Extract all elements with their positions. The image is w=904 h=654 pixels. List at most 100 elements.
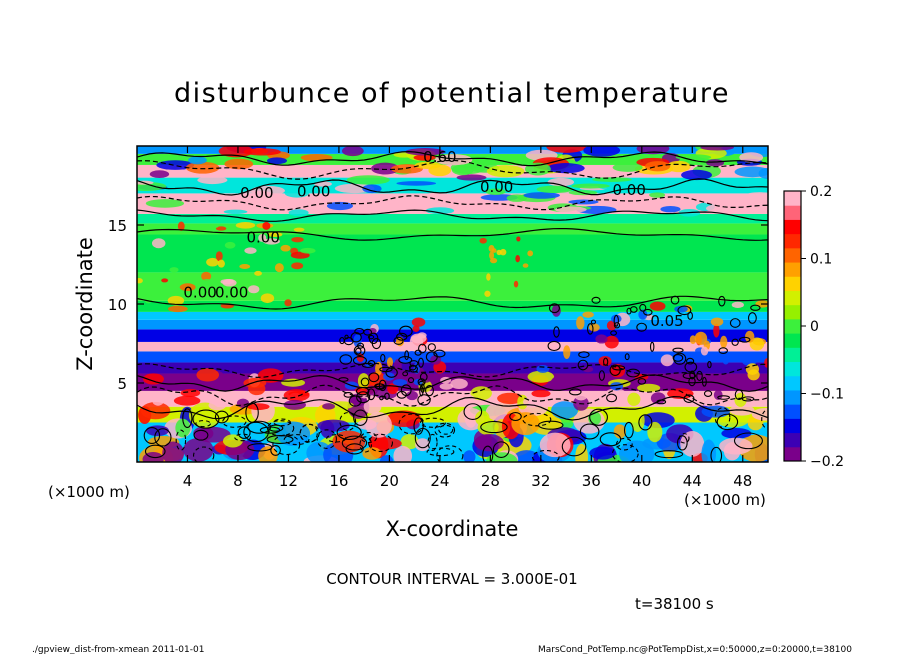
x-tick-label: 28 [481, 472, 500, 490]
heatmap-blob [200, 279, 214, 287]
heatmap-blob [496, 249, 502, 256]
heatmap-band [137, 146, 768, 154]
heatmap-blob [576, 316, 585, 330]
heatmap-blob [353, 334, 362, 348]
heatmap-blob [546, 146, 587, 153]
heatmap-blob [627, 392, 641, 406]
heatmap-blob [536, 365, 550, 373]
contour-loop [154, 428, 172, 447]
contour-loop [355, 387, 370, 396]
heatmap-blob [675, 154, 712, 161]
contour-loop [623, 421, 634, 439]
contour-loop [463, 403, 483, 420]
contour-label: 0.00 [183, 284, 216, 302]
contour-loop [637, 378, 647, 385]
colorbar-swatch [784, 333, 801, 348]
heatmap-blob [486, 273, 491, 281]
contour-loop [438, 424, 454, 435]
contour-loop [193, 429, 209, 441]
heatmap-blob [489, 257, 498, 264]
contour-loop [419, 417, 446, 428]
heatmap-blob [239, 264, 251, 269]
heatmap-blob [470, 386, 492, 401]
contour-loop [683, 394, 695, 403]
heatmap-blob [250, 185, 285, 196]
heatmap-blob [434, 154, 473, 166]
contour-loop [407, 377, 415, 384]
heatmap-blob [177, 221, 185, 231]
x-tick-label: 16 [329, 472, 348, 490]
heatmap-blob [220, 375, 245, 389]
contour-line [137, 228, 768, 241]
x-tick-label: 12 [279, 472, 298, 490]
heatmap-blob [363, 399, 382, 414]
contour-loop [360, 377, 370, 387]
colorbar-swatch [784, 205, 801, 220]
contour-loop [396, 390, 407, 399]
heatmap-blob [598, 355, 612, 367]
heatmap-blob [180, 388, 201, 398]
heatmap-blob [140, 402, 171, 420]
heatmap-blob [522, 263, 529, 268]
contour-loop [509, 412, 522, 422]
heatmap-blob [523, 192, 560, 199]
heatmap-blob [650, 392, 666, 405]
colorbar-swatch [784, 361, 801, 377]
contour-line [137, 195, 768, 211]
heatmap-blob [145, 199, 185, 208]
heatmap-blob [284, 188, 310, 198]
contour-loop [480, 420, 508, 434]
contour-loop [578, 351, 590, 358]
colorbar-swatch [784, 404, 801, 419]
contour-label: 0.00 [480, 178, 513, 196]
heatmap-blob [515, 254, 521, 263]
colorbar-swatch [784, 347, 801, 363]
heatmap-blobs [137, 146, 768, 462]
contour-loop [361, 362, 374, 368]
contour-loop [639, 303, 647, 312]
colorbar-swatch [784, 290, 801, 306]
heatmap-blob [243, 148, 281, 156]
heatmap-blob [700, 346, 709, 356]
contour-loop [425, 384, 434, 397]
heatmap-blob [456, 174, 487, 181]
heatmap-band [137, 351, 768, 363]
contour-loop [399, 325, 413, 337]
contour-loop [761, 409, 768, 429]
contour-loop [195, 420, 211, 428]
heatmap-blob [630, 408, 645, 433]
heatmap-blob [689, 335, 697, 345]
contour-loop [577, 359, 589, 371]
heatmap-blob [283, 389, 310, 402]
contour-label: 0.00 [612, 181, 645, 199]
heatmap-blob [193, 426, 214, 441]
heatmap-blob [188, 156, 207, 165]
contour-loop [214, 410, 229, 424]
heatmap-blob [638, 309, 648, 320]
heatmap-blob [196, 368, 220, 382]
heatmap-blob [266, 157, 288, 165]
heatmap-blob [258, 446, 278, 462]
contour-loop [344, 334, 349, 340]
heatmap-blob [320, 420, 335, 439]
contour-loop [610, 330, 617, 336]
heatmap-blob [497, 392, 524, 405]
contour-label-group: 0.600.00 0.00 0.00 0.000.000.000.000.05 [183, 148, 683, 330]
heatmap-blob [700, 146, 735, 151]
heatmap-blob [263, 238, 280, 245]
heatmap-blob [595, 334, 608, 344]
contour-loop [417, 394, 431, 406]
contour-loop [688, 376, 696, 387]
contour-loop [626, 307, 632, 315]
heatmap-blob [739, 152, 764, 163]
heatmap-blob [246, 193, 284, 201]
heatmap-blob [222, 434, 243, 448]
footer-left: ./gpview_dist-from-xmean 2011-01-01 [32, 645, 204, 654]
contour-loop [703, 390, 713, 397]
colorbar-swatch [784, 418, 801, 434]
contour-loop [273, 418, 291, 427]
heatmap-blob [694, 331, 708, 345]
contour-loop [259, 426, 281, 434]
contour-loop [396, 332, 408, 341]
heatmap-blob [649, 192, 666, 198]
